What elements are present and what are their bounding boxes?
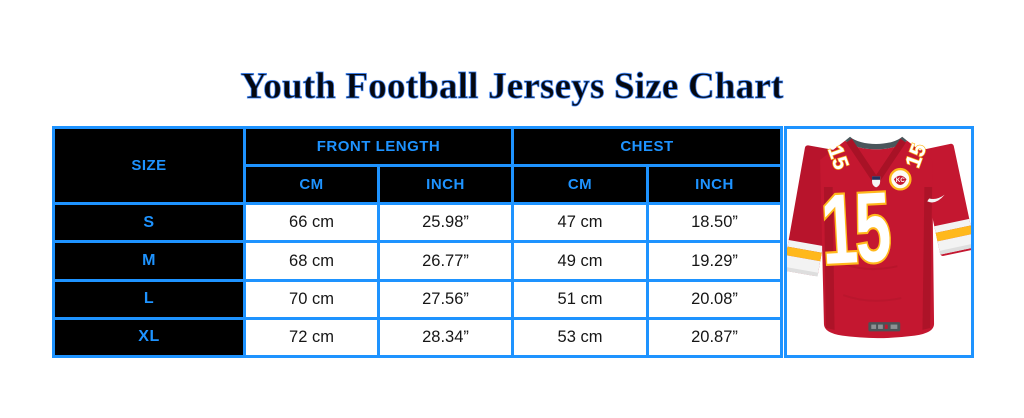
header-row-units: CM INCH CM INCH <box>54 164 783 206</box>
chest-cm-value: 53 cm <box>511 316 649 359</box>
page-title: Youth Football Jerseys Size Chart <box>240 65 784 107</box>
table-row-s: S 66 cm 25.98” 47 cm 18.50” <box>52 202 783 244</box>
table-row-xl: XL 72 cm 28.34” 53 cm 20.87” <box>52 316 783 359</box>
jersey-wrinkle <box>842 294 902 302</box>
chest-inch-value: 19.29” <box>646 240 783 282</box>
nike-swoosh-icon <box>927 194 945 203</box>
jersey-shade-left <box>823 186 835 330</box>
unit-header-chest-cm: CM <box>511 164 649 206</box>
front-length-inch-value: 27.56” <box>377 278 514 320</box>
jersey-image: 15 15 KC 15 <box>787 136 971 339</box>
size-chart-panel: SIZE FRONT LENGTH CHEST CM INCH CM INCH … <box>52 125 974 359</box>
size-chart-table: SIZE FRONT LENGTH CHEST CM INCH CM INCH … <box>52 125 783 359</box>
chest-number: 15 <box>818 170 892 285</box>
column-header-size: SIZE <box>52 125 246 206</box>
front-length-inch-value: 25.98” <box>377 202 514 244</box>
jock-tag <box>868 322 901 332</box>
jersey-torso <box>820 140 935 339</box>
unit-header-front-inch: INCH <box>377 164 514 206</box>
size-label: L <box>52 278 246 320</box>
column-group-front-length: FRONT LENGTH <box>243 125 514 168</box>
chest-inch-value: 18.50” <box>646 202 783 244</box>
size-label: M <box>52 240 246 282</box>
chest-inch-value: 20.87” <box>646 316 783 359</box>
jersey-photo-cell: 15 15 KC 15 <box>784 126 974 358</box>
unit-header-chest-inch: INCH <box>646 164 783 206</box>
jersey-shade-right <box>922 186 933 330</box>
front-length-inch-value: 28.34” <box>377 316 514 359</box>
chest-cm-value: 49 cm <box>511 240 649 282</box>
front-length-cm-value: 72 cm <box>243 316 380 359</box>
front-length-cm-value: 68 cm <box>243 240 380 282</box>
chest-inch-value: 20.08” <box>646 278 783 320</box>
collar-band <box>845 136 908 150</box>
chiefs-patch-icon: KC <box>888 167 912 191</box>
header-row-groups: SIZE FRONT LENGTH CHEST <box>52 125 783 206</box>
unit-header-front-cm: CM <box>243 164 380 206</box>
size-label: XL <box>52 316 246 359</box>
front-length-cm-value: 70 cm <box>243 278 380 320</box>
jersey-right-sleeve <box>918 143 971 256</box>
size-label: S <box>52 202 246 244</box>
chest-cm-value: 51 cm <box>511 278 649 320</box>
jersey-wrinkle <box>844 263 898 271</box>
column-group-chest: CHEST <box>511 125 783 168</box>
chest-cm-value: 47 cm <box>511 202 649 244</box>
patch-monogram: KC <box>896 177 906 184</box>
table-row-l: L 70 cm 27.56” 51 cm 20.08” <box>52 278 783 320</box>
nfl-shield-icon <box>872 176 881 188</box>
table-row-m: M 68 cm 26.77” 49 cm 19.29” <box>52 240 783 282</box>
front-length-inch-value: 26.77” <box>377 240 514 282</box>
front-length-cm-value: 66 cm <box>243 202 380 244</box>
